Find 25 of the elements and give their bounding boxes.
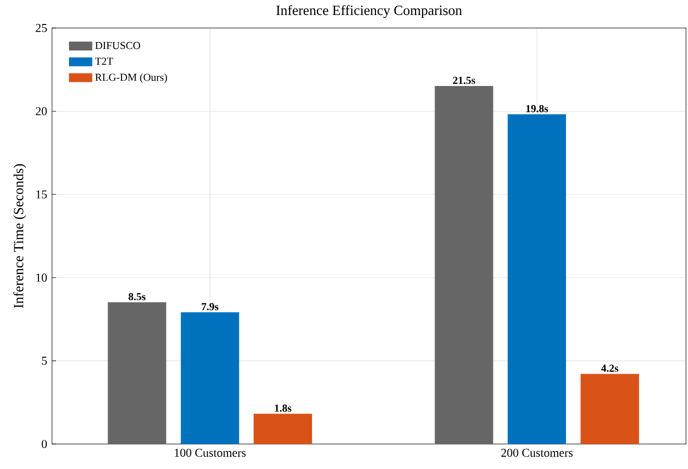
x-tick-label: 100 Customers [174,448,246,457]
y-axis-title: Inference Time (Seconds) [13,164,26,308]
y-tick-label: 25 [36,24,47,32]
data-label: 4.2s [601,364,618,372]
y-tick-label: 5 [42,356,47,365]
y-tick-label: 10 [36,274,47,282]
bar [580,374,640,444]
legend-label: RLG-DM (Ours) [95,73,168,84]
data-label: 7.9s [202,303,218,310]
chart-title: Inference Efficiency Comparison [276,5,462,18]
y-tick-label: 20 [36,107,47,116]
y-tick-label: 15 [36,190,47,198]
data-label: 21.5s [453,76,476,84]
data-label: 8.5s [128,293,146,300]
legend-label: DIFUSCO [95,42,140,50]
bar [180,312,240,444]
x-tick-label: 200 Customers [501,448,573,457]
y-tick-label: 0 [42,440,47,448]
bar [108,302,166,444]
bar [508,114,566,444]
bar [434,86,494,444]
legend-label: T2T [95,58,114,65]
bar [254,414,312,444]
data-label: 19.8s [526,105,548,112]
data-label: 1.8s [274,404,292,412]
